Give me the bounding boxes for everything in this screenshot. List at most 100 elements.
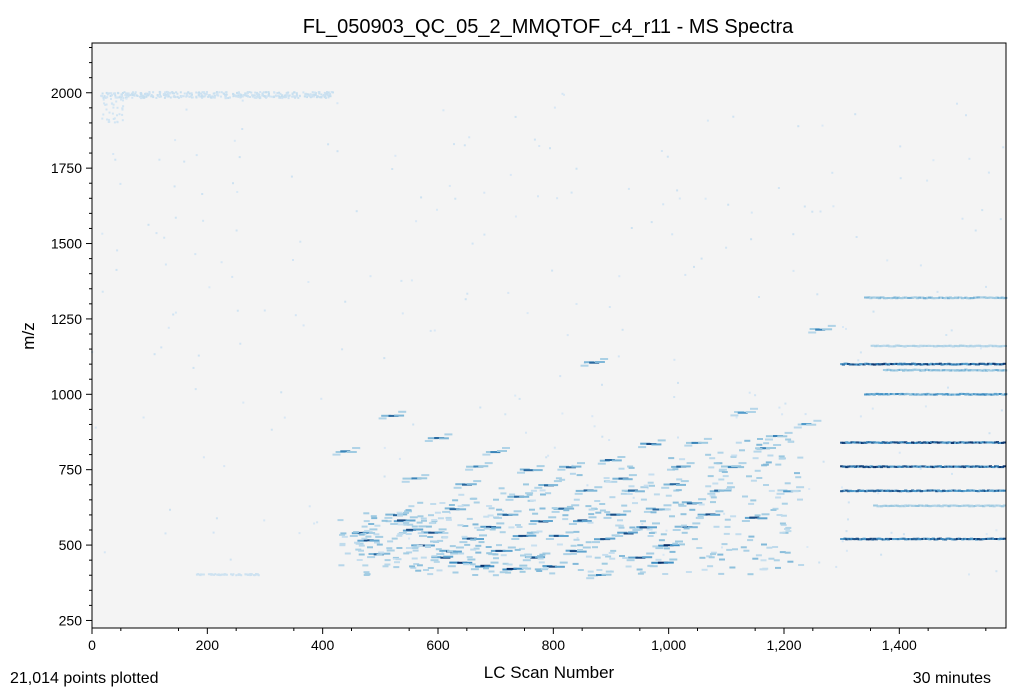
feature-point — [745, 411, 756, 413]
band-point — [959, 363, 963, 366]
band-point — [898, 465, 903, 468]
band-point — [973, 465, 977, 468]
high-mz-point — [109, 95, 112, 97]
band-point — [998, 297, 1003, 300]
high-mz-point — [141, 95, 144, 98]
band-point — [988, 369, 992, 372]
band-point — [942, 441, 946, 444]
feature-point — [417, 515, 424, 518]
feature-point — [365, 535, 372, 538]
high-mz-point — [332, 91, 334, 94]
scatter-point — [945, 334, 948, 336]
band-point — [986, 369, 990, 371]
feature-point — [686, 441, 696, 444]
band-point — [992, 538, 996, 540]
band-point — [938, 296, 942, 299]
band-point — [869, 297, 873, 300]
band-point — [992, 362, 996, 365]
scatter-point — [965, 114, 967, 117]
band-point — [909, 465, 913, 468]
feature-point — [760, 447, 771, 450]
scatter-point — [841, 486, 843, 489]
feature-point — [640, 442, 651, 445]
feature-point — [580, 364, 589, 367]
band-point — [962, 537, 967, 540]
band-point — [848, 441, 852, 444]
band-point — [969, 489, 973, 492]
feature-point — [697, 514, 704, 517]
feature-point — [785, 526, 792, 529]
high-mz-point — [198, 92, 201, 95]
band-point — [914, 538, 918, 541]
band-point — [1002, 344, 1006, 347]
feature-point — [539, 489, 546, 492]
band-point — [848, 538, 852, 541]
y-tick-label: 1000 — [51, 386, 82, 402]
feature-point — [442, 536, 449, 539]
high-mz-point — [225, 93, 228, 96]
band-point — [990, 466, 994, 468]
feature-point — [640, 486, 649, 489]
band-point — [971, 369, 975, 372]
feature-point — [710, 553, 716, 556]
band-point — [957, 296, 961, 299]
scatter-point — [211, 573, 214, 576]
band-point — [982, 505, 986, 508]
band-point — [921, 537, 925, 540]
band-point — [892, 465, 896, 468]
band-point — [912, 441, 916, 444]
high-mz-point — [110, 97, 112, 100]
feature-point — [473, 501, 480, 504]
feature-point — [408, 505, 415, 508]
band-point — [957, 369, 961, 372]
band-point — [952, 441, 956, 444]
band-point — [999, 466, 1003, 468]
band-point — [978, 489, 982, 492]
feature-point — [792, 490, 799, 493]
feature-point — [486, 526, 496, 528]
high-mz-point — [295, 95, 298, 98]
band-point — [964, 296, 968, 299]
high-mz-point — [313, 94, 316, 96]
band-point — [992, 393, 996, 396]
band-point — [958, 344, 963, 347]
scatter-point — [859, 415, 862, 418]
feature-point — [378, 551, 385, 554]
band-point — [983, 538, 987, 540]
high-mz-point — [150, 95, 153, 98]
feature-point — [394, 561, 400, 564]
band-point — [985, 441, 989, 444]
scatter-point — [818, 561, 821, 564]
band-point — [988, 363, 992, 366]
band-point — [966, 297, 970, 300]
band-point — [920, 345, 924, 348]
scatter-point — [677, 436, 679, 439]
band-point — [917, 465, 922, 468]
feature-point — [708, 466, 715, 469]
scatter-point — [979, 347, 982, 350]
scatter-point — [988, 432, 991, 435]
feature-point — [381, 519, 388, 522]
feature-point — [754, 469, 761, 472]
band-point — [959, 441, 963, 444]
scatter-point — [313, 522, 316, 525]
feature-point — [636, 568, 643, 571]
band-point — [879, 538, 883, 541]
high-mz-point — [121, 92, 124, 94]
band-point — [952, 465, 956, 468]
feature-point — [490, 561, 499, 564]
band-point — [968, 363, 972, 366]
feature-point — [683, 527, 690, 530]
band-point — [860, 489, 864, 492]
feature-point — [658, 544, 668, 547]
high-mz-point — [253, 94, 256, 97]
band-point — [964, 345, 968, 348]
band-point — [905, 465, 909, 468]
high-mz-point — [200, 92, 203, 95]
band-point — [886, 538, 890, 541]
high-mz-point — [237, 93, 240, 95]
band-point — [935, 465, 939, 468]
band-point — [864, 538, 868, 541]
feature-point — [647, 481, 654, 484]
feature-point — [662, 573, 669, 575]
